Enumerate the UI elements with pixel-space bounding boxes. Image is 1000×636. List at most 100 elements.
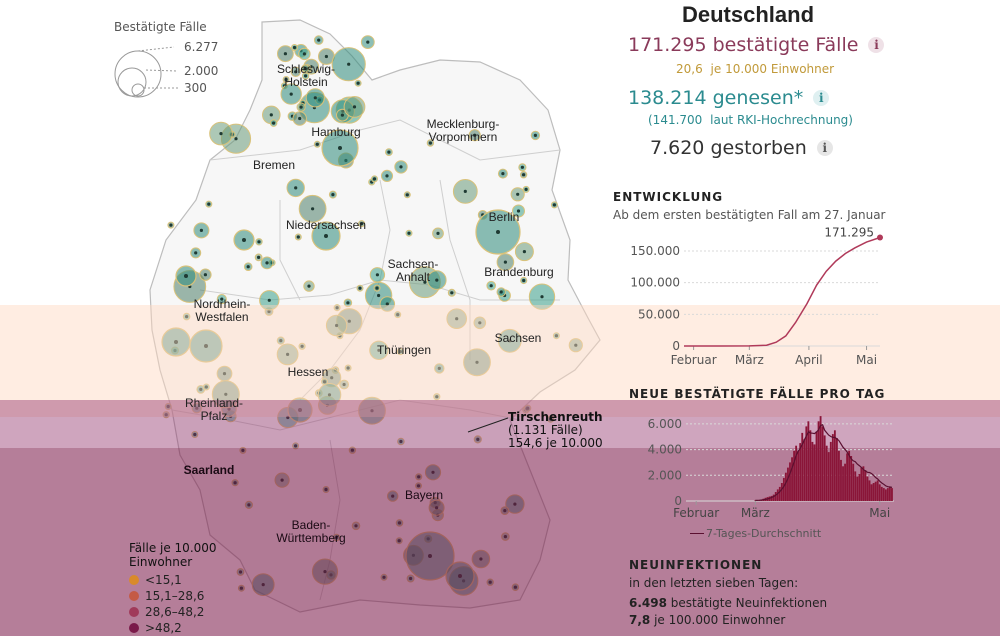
district-center [476,437,480,441]
bar [819,416,822,501]
new-infections-count: 6.498 [629,596,667,610]
new-infections-count-label: bestätigte Neuinfektionen [670,596,828,610]
label-line: Rheinland- [184,396,244,410]
district-center [294,186,298,190]
district-center [428,141,432,145]
info-icon[interactable]: i [816,140,833,156]
deaths-label: gestorben [710,137,807,159]
per-10k-value: 20,6 [676,62,703,76]
new-infections-rate-row: 7,8 je 100.000 Einwohner [629,613,785,627]
district-center [313,96,317,100]
bar [866,476,869,501]
district-center [347,62,351,66]
district-center [399,165,403,169]
rki-row: (141.700 laut RKI-Hochrechnung) [648,113,853,127]
district-center [324,234,328,238]
bar [882,488,885,501]
district-center [267,298,271,302]
color-legend-item: <15,1 [129,573,182,587]
bar [821,426,824,501]
district-center [522,278,526,283]
map-label-mecklenburg-vorpommern: Mecklenburg- Vorpommern [416,118,510,144]
callout-cases: (1.131 Fälle) [508,423,583,437]
bar [799,443,802,501]
new-infections-header: NEUINFEKTIONEN [629,558,763,572]
district-center [286,352,290,356]
y-tick-label: 0 [672,339,680,353]
district-center [574,343,578,347]
x-tick-label: April [795,353,822,367]
size-legend-value-1: 6.277 [184,40,219,54]
bar [844,463,846,501]
district-center [279,339,283,343]
callout-name: Tirschenreuth [508,410,603,424]
district-center [283,52,287,56]
bar [785,472,787,501]
bar [789,462,791,501]
deaths-row: 7.620 gestorben i [650,137,833,159]
bar [835,438,838,501]
series-line [684,236,881,347]
bar [787,467,789,501]
district-center [435,395,439,399]
bar [838,450,840,501]
map-label-hamburg: Hamburg [311,125,361,139]
district-center [524,187,528,191]
per-10k-row: 20,6 je 10.000 Einwohner [676,62,834,76]
district-center [298,116,302,121]
district-center [327,393,332,397]
bar [864,470,867,501]
district-center [224,392,228,396]
info-icon[interactable]: i [813,90,830,106]
bar [872,483,875,501]
district-center [473,133,477,137]
district-center [516,192,520,196]
bar [854,471,857,501]
district-center [298,408,302,412]
bar [829,441,832,501]
avg-line-label: 7-Tages-Durchschnitt [706,527,822,540]
district-center [405,193,409,197]
avg-line-swatch [690,533,704,534]
label-line: Holstein [284,75,328,89]
trend-subtitle: Ab dem ersten bestätigten Fall am 27. Ja… [613,208,886,222]
bar [791,457,793,501]
district-center [372,177,377,181]
x-tick-label: März [741,506,770,520]
label-line: Baden- [291,518,331,532]
district-center [549,417,553,421]
district-center [450,291,454,295]
x-tick-label: Mai [869,506,890,520]
y-tick-label: 2.000 [648,468,682,482]
recovered-row: 138.214 genesen* i [628,87,830,109]
bar [782,477,785,501]
bar [780,483,783,501]
bar [891,488,893,501]
district-center [267,309,271,314]
district-center [315,142,319,146]
district-center [398,350,402,354]
label-line: Westfalen [195,310,249,324]
district-center [352,105,357,109]
bar [776,489,779,501]
district-center [234,137,238,141]
map-label-bayern: Bayern [404,488,444,502]
district-center [423,280,427,284]
page-title: Deutschland [682,2,815,27]
color-legend-item: 15,1–28,6 [129,589,204,603]
district-center [204,344,208,348]
district-center [335,306,339,310]
y-tick-label: 6.000 [648,417,682,431]
info-icon[interactable]: i [868,37,885,53]
district-center [303,66,307,71]
daily-header: NEUE BESTÄTIGTE FÄLLE PRO TAG [629,387,886,401]
district-center [436,231,440,235]
district-center [330,376,334,380]
district-center [385,302,389,306]
bar [848,450,851,501]
district-center [475,360,479,364]
district-center [166,404,170,409]
district-center [375,286,379,290]
district-center [322,380,327,384]
map-label-baden-wuerttemberg: Baden- Württemberg [266,519,356,545]
